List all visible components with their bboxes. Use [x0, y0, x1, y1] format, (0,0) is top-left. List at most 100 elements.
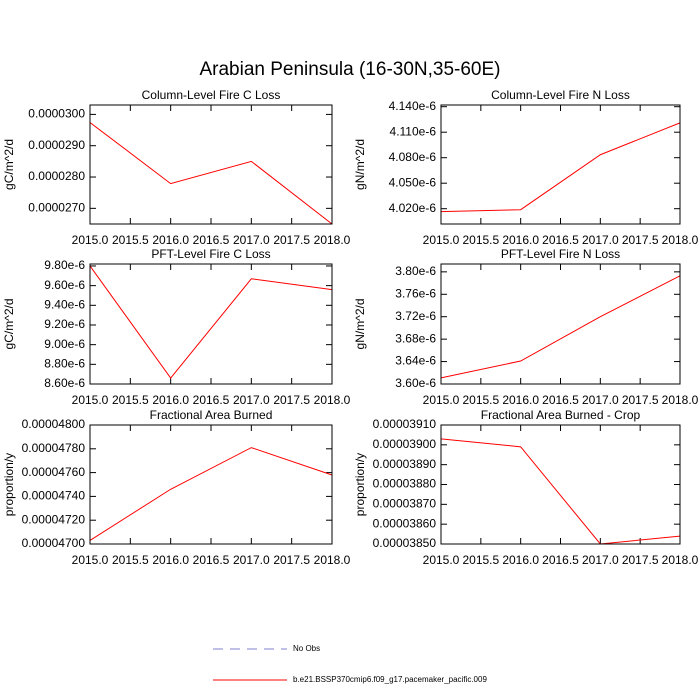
- x-tick-label: 2017.0: [233, 393, 270, 407]
- y-tick-label: 8.80e-6: [44, 356, 85, 370]
- x-tick-label: 2015.0: [423, 233, 460, 247]
- y-tick-label: 3.80e-6: [395, 264, 436, 278]
- x-tick-label: 2015.0: [72, 553, 109, 567]
- x-tick-label: 2017.5: [273, 393, 310, 407]
- y-tick-label: 0.00004700: [22, 536, 86, 550]
- x-tick-label: 2018.0: [662, 553, 699, 567]
- y-tick-label: 4.110e-6: [390, 124, 437, 138]
- y-tick-label: 0.00004800: [22, 417, 86, 431]
- y-axis-label: gC/m^2/d: [2, 299, 16, 350]
- y-tick-label: 3.76e-6: [395, 286, 436, 300]
- panel-title: PFT-Level Fire C Loss: [151, 247, 270, 261]
- y-tick-label: 0.00004740: [22, 489, 86, 503]
- data-line: [89, 265, 333, 379]
- panel-title: Fractional Area Burned - Crop: [481, 408, 641, 422]
- y-tick-label: 0.00003880: [373, 477, 437, 491]
- x-tick-label: 2015.5: [112, 553, 149, 567]
- x-tick-label: 2016.5: [542, 553, 579, 567]
- x-tick-label: 2016.5: [193, 233, 230, 247]
- x-tick-label: 2015.5: [462, 553, 499, 567]
- x-tick-label: 2017.5: [273, 553, 310, 567]
- plot-frame: [440, 104, 681, 225]
- x-tick-label: 2016.0: [152, 553, 189, 567]
- y-tick-label: 0.0000290: [28, 138, 85, 152]
- plot-frame: [89, 104, 333, 225]
- x-tick-label: 2017.0: [582, 393, 619, 407]
- y-tick-label: 0.00003870: [373, 497, 437, 511]
- panel-title: PFT-Level Fire N Loss: [501, 247, 620, 261]
- y-tick-label: 0.0000270: [28, 201, 85, 215]
- y-tick-label: 3.64e-6: [395, 354, 436, 368]
- y-tick-label: 0.00003900: [373, 437, 437, 451]
- y-tick-label: 3.68e-6: [395, 331, 436, 345]
- y-tick-label: 4.140e-6: [389, 99, 437, 113]
- legend-label: No Obs: [293, 644, 320, 653]
- y-tick-label: 0.00003860: [373, 516, 437, 530]
- x-tick-label: 2016.5: [542, 393, 579, 407]
- x-tick-label: 2016.0: [502, 393, 539, 407]
- panel-title: Column-Level Fire C Loss: [142, 88, 281, 102]
- data-line: [440, 122, 681, 213]
- x-tick-label: 2017.0: [233, 553, 270, 567]
- y-axis-label: gN/m^2/d: [353, 139, 367, 190]
- figure-title: Arabian Peninsula (16-30N,35-60E): [199, 59, 500, 80]
- y-tick-label: 0.00003910: [373, 417, 437, 431]
- x-tick-label: 2015.0: [423, 393, 460, 407]
- x-tick-label: 2016.0: [152, 393, 189, 407]
- y-tick-label: 9.80e-6: [44, 258, 85, 272]
- x-tick-label: 2015.5: [462, 393, 499, 407]
- x-tick-label: 2016.5: [193, 553, 230, 567]
- x-tick-label: 2017.5: [622, 553, 659, 567]
- y-tick-label: 4.080e-6: [389, 150, 437, 164]
- x-tick-label: 2016.0: [502, 553, 539, 567]
- panel-title: Fractional Area Burned: [150, 408, 273, 422]
- data-line: [440, 438, 681, 545]
- y-tick-label: 0.00003850: [373, 536, 437, 550]
- x-tick-label: 2016.0: [152, 233, 189, 247]
- y-tick-label: 0.0000300: [28, 107, 85, 121]
- y-tick-label: 9.40e-6: [44, 297, 85, 311]
- plot-frame: [440, 263, 681, 385]
- y-tick-label: 9.00e-6: [44, 337, 85, 351]
- y-tick-label: 0.0000280: [28, 169, 85, 183]
- y-axis-label: proportion/y: [2, 453, 16, 516]
- data-line: [89, 447, 333, 541]
- y-tick-label: 0.00004780: [22, 441, 86, 455]
- x-tick-label: 2017.5: [622, 233, 659, 247]
- y-tick-label: 9.60e-6: [44, 278, 85, 292]
- plot-frame: [89, 263, 333, 385]
- x-tick-label: 2018.0: [314, 393, 351, 407]
- x-tick-label: 2018.0: [662, 393, 699, 407]
- y-tick-label: 0.00004720: [22, 512, 86, 526]
- x-tick-label: 2015.0: [423, 553, 460, 567]
- x-tick-label: 2015.0: [72, 393, 109, 407]
- plot-frame: [89, 424, 333, 545]
- y-tick-label: 4.020e-6: [389, 201, 437, 215]
- y-tick-label: 3.60e-6: [395, 376, 436, 390]
- y-axis-label: proportion/y: [353, 453, 367, 516]
- x-tick-label: 2015.5: [112, 393, 149, 407]
- x-tick-label: 2018.0: [662, 233, 699, 247]
- data-line: [440, 275, 681, 379]
- x-tick-label: 2017.5: [622, 393, 659, 407]
- x-tick-label: 2018.0: [314, 553, 351, 567]
- y-tick-label: 3.72e-6: [395, 309, 436, 323]
- x-tick-label: 2017.0: [582, 553, 619, 567]
- panel-title: Column-Level Fire N Loss: [491, 88, 630, 102]
- x-tick-label: 2015.0: [72, 233, 109, 247]
- x-tick-label: 2017.5: [273, 233, 310, 247]
- y-tick-label: 0.00003890: [373, 457, 437, 471]
- x-tick-label: 2016.0: [502, 233, 539, 247]
- x-tick-label: 2018.0: [314, 233, 351, 247]
- x-tick-label: 2015.5: [112, 233, 149, 247]
- y-tick-label: 9.20e-6: [44, 317, 85, 331]
- plot-frame: [440, 424, 681, 545]
- x-tick-label: 2016.5: [542, 233, 579, 247]
- x-tick-label: 2015.5: [462, 233, 499, 247]
- x-tick-label: 2017.0: [582, 233, 619, 247]
- y-axis-label: gN/m^2/d: [353, 299, 367, 350]
- data-line: [89, 122, 333, 225]
- y-tick-label: 4.050e-6: [389, 175, 437, 189]
